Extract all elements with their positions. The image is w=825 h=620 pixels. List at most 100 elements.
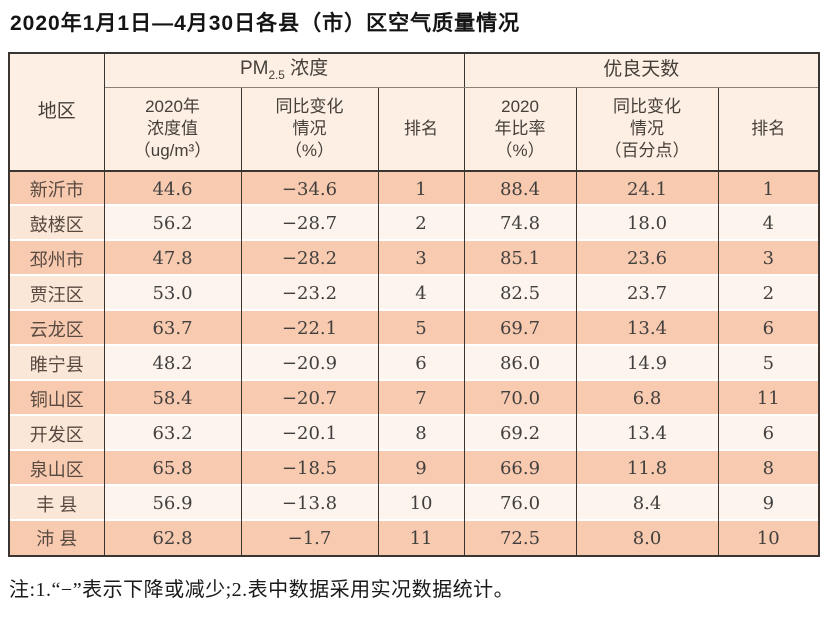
cell-region: 泉山区 [8, 451, 105, 487]
cell-good-ratio: 85.1 [463, 241, 577, 277]
cell-pm-rank: 10 [377, 486, 465, 522]
cell-pm-rank: 3 [377, 241, 465, 277]
table-row: 开发区 63.2 −20.1 8 69.2 13.4 6 [8, 416, 820, 452]
cell-region: 开发区 [8, 416, 105, 452]
header-pm-change: 同比变化 情况 （%） [240, 87, 379, 173]
footnote: 注:1.“−”表示下降或减少;2.表中数据采用实况数据统计。 [9, 579, 515, 602]
table-body: 新沂市 44.6 −34.6 1 88.4 24.1 1 鼓楼区 56.2 −28.7 2 74.8 1… [8, 171, 820, 557]
cell-good-change: 13.4 [575, 416, 719, 452]
table-row: 丰 县 56.9 −13.8 10 76.0 8.4 9 [8, 486, 820, 522]
cell-region: 云龙区 [8, 311, 105, 347]
cell-pm-change: −20.9 [240, 346, 379, 382]
cell-good-ratio: 70.0 [463, 381, 577, 417]
header-pm-value: 2020年 浓度值 （ug/m³） [103, 87, 242, 173]
cell-pm-value: 47.8 [103, 241, 242, 277]
pm25-label-prefix: PM [239, 58, 269, 80]
cell-pm-change: −20.1 [240, 416, 379, 452]
cell-pm-rank: 4 [377, 276, 465, 312]
cell-pm-value: 58.4 [103, 381, 242, 417]
cell-pm-value: 56.9 [103, 486, 242, 522]
cell-good-ratio: 69.2 [463, 416, 577, 452]
cell-pm-value: 56.2 [103, 206, 242, 242]
cell-good-ratio: 76.0 [463, 486, 577, 522]
cell-pm-change: −13.8 [240, 486, 379, 522]
cell-good-rank: 1 [717, 171, 820, 207]
cell-pm-change: −18.5 [240, 451, 379, 487]
cell-good-change: 8.0 [575, 521, 719, 557]
cell-pm-value: 63.7 [103, 311, 242, 347]
cell-good-rank: 10 [717, 521, 820, 557]
cell-good-rank: 3 [717, 241, 820, 277]
cell-good-rank: 5 [717, 346, 820, 382]
header-good-ratio: 2020 年比率 （%） [463, 87, 577, 173]
cell-good-rank: 2 [717, 276, 820, 312]
header-region: 地区 [8, 53, 105, 173]
cell-good-change: 11.8 [575, 451, 719, 487]
cell-region: 丰 县 [8, 486, 105, 522]
cell-region: 沛 县 [8, 521, 105, 557]
cell-pm-rank: 8 [377, 416, 465, 452]
page-title: 2020年1月1日—4月30日各县（市）区空气质量情况 [10, 12, 521, 35]
cell-good-ratio: 69.7 [463, 311, 577, 347]
cell-region: 铜山区 [8, 381, 105, 417]
cell-pm-rank: 6 [377, 346, 465, 382]
cell-pm-rank: 5 [377, 311, 465, 347]
header-good-rank: 排名 [717, 87, 820, 173]
table-row: 新沂市 44.6 −34.6 1 88.4 24.1 1 [8, 171, 820, 207]
cell-region: 邳州市 [8, 241, 105, 277]
cell-pm-rank: 9 [377, 451, 465, 487]
cell-pm-rank: 1 [377, 171, 465, 207]
cell-region: 鼓楼区 [8, 206, 105, 242]
table-row: 沛 县 62.8 −1.7 11 72.5 8.0 10 [8, 521, 820, 557]
table-row: 泉山区 65.8 −18.5 9 66.9 11.8 8 [8, 451, 820, 487]
cell-pm-change: −28.2 [240, 241, 379, 277]
cell-good-ratio: 88.4 [463, 171, 577, 207]
cell-region: 睢宁县 [8, 346, 105, 382]
table-row: 云龙区 63.7 −22.1 5 69.7 13.4 6 [8, 311, 820, 347]
cell-pm-change: −23.2 [240, 276, 379, 312]
pm25-label-suffix: 浓度 [284, 58, 329, 80]
table-row: 邳州市 47.8 −28.2 3 85.1 23.6 3 [8, 241, 820, 277]
cell-pm-change: −20.7 [240, 381, 379, 417]
cell-good-change: 23.7 [575, 276, 719, 312]
cell-region: 贾汪区 [8, 276, 105, 312]
header-good-days-group: 优良天数 [463, 53, 820, 88]
table-header: 地区 PM2.5 浓度 优良天数 2020年 浓度值 （ug/m³） 同比变化 … [8, 53, 820, 173]
cell-good-change: 14.9 [575, 346, 719, 382]
cell-pm-rank: 11 [377, 521, 465, 557]
cell-good-change: 18.0 [575, 206, 719, 242]
cell-pm-rank: 2 [377, 206, 465, 242]
pm25-label-subscript: 2.5 [268, 69, 285, 83]
cell-pm-change: −34.6 [240, 171, 379, 207]
cell-good-change: 8.4 [575, 486, 719, 522]
cell-good-rank: 6 [717, 416, 820, 452]
cell-pm-value: 65.8 [103, 451, 242, 487]
cell-good-ratio: 86.0 [463, 346, 577, 382]
table-row: 鼓楼区 56.2 −28.7 2 74.8 18.0 4 [8, 206, 820, 242]
cell-good-change: 24.1 [575, 171, 719, 207]
cell-good-rank: 11 [717, 381, 820, 417]
cell-pm-value: 44.6 [103, 171, 242, 207]
cell-pm-value: 48.2 [103, 346, 242, 382]
cell-good-change: 6.8 [575, 381, 719, 417]
cell-good-rank: 9 [717, 486, 820, 522]
header-group-row: 地区 PM2.5 浓度 优良天数 [8, 53, 820, 173]
cell-good-rank: 8 [717, 451, 820, 487]
cell-good-rank: 4 [717, 206, 820, 242]
cell-good-change: 13.4 [575, 311, 719, 347]
table-row: 铜山区 58.4 −20.7 7 70.0 6.8 11 [8, 381, 820, 417]
cell-pm-rank: 7 [377, 381, 465, 417]
cell-good-change: 23.6 [575, 241, 719, 277]
cell-good-ratio: 66.9 [463, 451, 577, 487]
cell-pm-change: −28.7 [240, 206, 379, 242]
table-row: 睢宁县 48.2 −20.9 6 86.0 14.9 5 [8, 346, 820, 382]
cell-good-ratio: 72.5 [463, 521, 577, 557]
header-sub-row: 2020年 浓度值 （ug/m³） 同比变化 情况 （%） 排名 2020 年比… [9, 87, 820, 173]
cell-good-ratio: 74.8 [463, 206, 577, 242]
cell-region: 新沂市 [8, 171, 105, 207]
header-pm-rank: 排名 [377, 87, 465, 173]
header-good-change: 同比变化 情况 （百分点） [575, 87, 719, 173]
air-quality-table: 地区 PM2.5 浓度 优良天数 2020年 浓度值 （ug/m³） 同比变化 … [8, 52, 821, 558]
cell-pm-change: −22.1 [240, 311, 379, 347]
